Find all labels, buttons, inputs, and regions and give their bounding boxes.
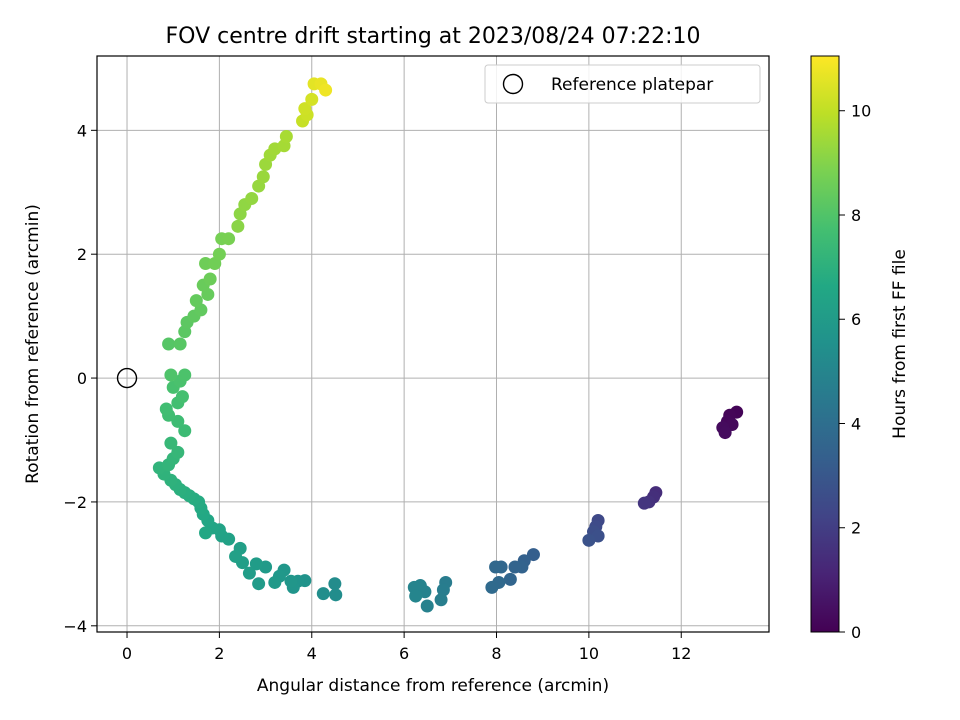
reference-point [116,367,138,389]
data-point [268,575,282,589]
data-point [242,566,256,580]
data-point [203,272,217,286]
x-tick-label: 2 [214,644,224,663]
data-point [279,130,293,144]
reference-marker [116,367,138,389]
y-tick-label: −4 [63,617,87,636]
data-point [434,593,448,607]
data-points [152,77,744,613]
data-point [162,337,176,351]
x-axis-label: Angular distance from reference (arcmin) [257,676,609,696]
data-point [231,219,245,233]
data-point [164,436,178,450]
data-point [178,368,192,382]
data-point [582,533,596,547]
data-point [199,256,213,270]
data-point [159,402,173,416]
colorbar-tick-label: 6 [851,310,861,329]
data-point [222,232,236,246]
y-axis-label: Rotation from reference (arcmin) [23,204,43,484]
data-point [171,445,185,459]
colorbar-tick-label: 8 [851,206,861,225]
data-point [284,574,298,588]
data-point [212,247,226,261]
data-point [229,549,243,563]
data-point [420,599,434,613]
data-point [178,424,192,438]
data-point [252,577,266,591]
legend-marker-icon [502,73,524,95]
x-axis-ticks: 0 2 4 6 8 10 12 [122,632,691,663]
x-tick-label: 4 [307,644,317,663]
data-point [249,557,263,571]
data-point [409,589,423,603]
colorbar-gradient [810,55,840,633]
plot-frame [96,55,770,633]
data-point [171,414,185,428]
data-point [305,92,319,106]
data-point [164,368,178,382]
data-point [199,526,213,540]
data-point [485,580,499,594]
data-point [189,294,203,308]
data-point [489,560,503,574]
chart-title: FOV centre drift starting at 2023/08/24 … [166,24,701,49]
colorbar-tick-label: 2 [851,519,861,538]
data-point [508,560,522,574]
y-tick-label: −2 [63,493,87,512]
colorbar-ticks: 0 2 4 6 8 10 [839,102,871,642]
grid [97,56,769,632]
data-point [328,577,342,591]
data-point [256,170,270,184]
legend: Reference platepar [484,64,761,104]
x-tick-label: 8 [491,644,501,663]
x-tick-label: 6 [399,644,409,663]
x-tick-label: 0 [122,644,132,663]
data-point [298,102,312,116]
colorbar-tick-label: 4 [851,414,861,433]
colorbar: 0 2 4 6 8 10 Hours from first FF file [810,55,910,642]
legend-box [484,64,761,104]
data-point [319,83,333,97]
y-tick-label: 2 [77,245,87,264]
legend-label: Reference platepar [551,75,713,95]
colorbar-tick-label: 10 [851,102,871,121]
y-tick-label: 4 [77,121,87,140]
colorbar-label: Hours from first FF file [890,249,910,439]
x-tick-label: 10 [579,644,599,663]
data-point [173,337,187,351]
data-point [718,426,732,440]
data-point [637,496,651,510]
data-point [436,583,450,597]
data-point [329,588,343,602]
colorbar-tick-label: 0 [851,623,861,642]
x-tick-label: 12 [671,644,691,663]
data-point [316,587,330,601]
data-point [175,390,189,404]
data-point [245,191,259,205]
data-point [503,572,517,586]
y-tick-label: 0 [77,369,87,388]
data-point [526,548,540,562]
y-axis-ticks: −4 −2 0 2 4 [63,121,97,636]
